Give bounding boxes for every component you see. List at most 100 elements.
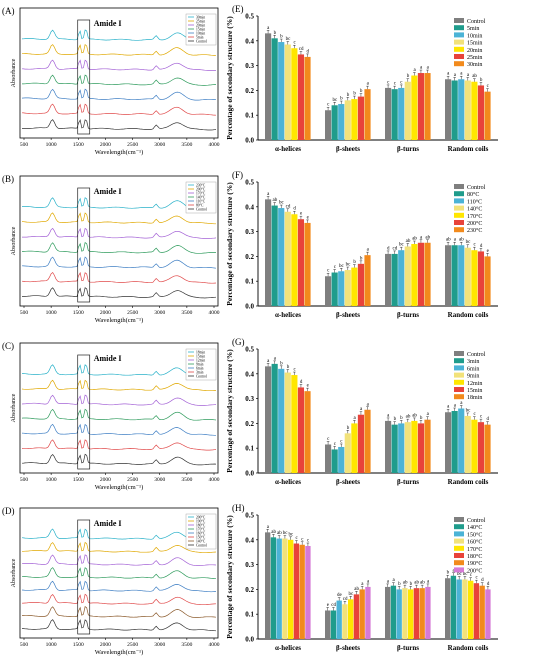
x-tick-label: 1000 (46, 310, 57, 316)
significance-letter: de (337, 593, 343, 598)
legend-swatch (454, 351, 464, 356)
spectrum-line (21, 197, 217, 209)
significance-letter: a (427, 66, 430, 71)
bar (451, 80, 458, 140)
legend-label: 12min (467, 381, 482, 387)
bar (464, 80, 471, 140)
y-tick-label: 0.4 (245, 37, 254, 45)
spectrum-line (22, 541, 217, 554)
bar (417, 242, 425, 306)
legend-label: 170°C (196, 192, 206, 196)
significance-letter: ab (412, 413, 417, 418)
x-tick-label: 3000 (154, 642, 165, 648)
significance-letter: bc (399, 243, 405, 248)
bar (357, 96, 365, 140)
spectrum-line (21, 29, 217, 42)
bar (325, 610, 331, 639)
legend-swatch (454, 517, 464, 522)
legend-label: 140°C (467, 524, 482, 531)
significance-letter: b (347, 426, 350, 431)
legend-label: Control (196, 40, 207, 44)
bar (424, 73, 431, 140)
significance-letter: b (394, 417, 397, 422)
x-tick-label: 2000 (100, 642, 111, 648)
bar (353, 594, 360, 639)
legend-label: Control (467, 518, 486, 524)
significance-letter: b (420, 416, 423, 421)
y-tick-label: 0.5 (245, 346, 254, 354)
significance-letter: ab (271, 530, 276, 535)
bar (284, 44, 291, 140)
legend-label: 3min (467, 359, 479, 365)
bar (293, 543, 300, 639)
x-tick-label: 1000 (46, 477, 57, 483)
spectrum-line (21, 394, 217, 406)
x-tick-label: 3500 (181, 477, 192, 483)
bar (451, 245, 458, 306)
bar-chart-e: (E) 0.0 0.1 0.2 0.3 0.4 0.5 Percentage of secon… (225, 4, 498, 153)
bar (398, 250, 405, 306)
legend-swatch (454, 32, 464, 38)
x-tick-label: 2000 (100, 142, 111, 148)
bar (385, 87, 392, 140)
bar (278, 368, 285, 473)
significance-letter: b (347, 93, 350, 98)
y-axis-label: Absorbance (11, 558, 17, 587)
bar (278, 42, 285, 140)
legend-label: 170°C (467, 546, 482, 553)
significance-letter: b (340, 97, 343, 102)
significance-letter: b (280, 361, 283, 366)
y-tick-label: 0.3 (245, 62, 254, 70)
bar (417, 73, 425, 140)
significance-letter: ab (414, 581, 419, 586)
significance-letter: a (447, 72, 450, 77)
significance-letter: b (400, 416, 403, 421)
significance-letter: c (400, 80, 403, 85)
panel-label: (G) (232, 337, 245, 347)
y-tick-label: 0.0 (245, 636, 254, 644)
legend-label: 80°C (196, 204, 204, 208)
legend-label: 180°C (467, 553, 482, 560)
panel-label: (B) (2, 174, 14, 184)
legend-label: 5min (467, 26, 479, 32)
bar (271, 363, 278, 473)
spectrum-line (21, 103, 217, 116)
bar (468, 580, 474, 639)
legend-swatch (454, 358, 464, 364)
x-tick-label: 4000 (209, 310, 220, 316)
legend-label: 3min (196, 371, 204, 375)
significance-letter: d (293, 207, 296, 212)
significance-letter: b (398, 582, 401, 587)
bar (404, 422, 411, 473)
significance-letter: bc (466, 408, 472, 413)
legend-label: 20min (196, 24, 205, 28)
panel-label: (H) (232, 503, 245, 513)
legend-box (185, 348, 217, 381)
bar (458, 408, 465, 473)
bar (424, 419, 431, 473)
bar (479, 585, 485, 639)
significance-letter: b (353, 260, 356, 265)
bar (348, 599, 354, 639)
significance-letter: cd (392, 246, 397, 251)
x-axis-label: Wavelength(cm⁻¹) (95, 649, 144, 656)
spectrum-line (21, 554, 217, 566)
x-tick-label: 1500 (73, 142, 84, 148)
legend-label: 15min (467, 41, 482, 47)
legend-label: 20min (467, 48, 482, 54)
significance-letter: bc (332, 98, 338, 103)
significance-letter: ab (446, 238, 451, 243)
significance-letter: a (467, 73, 470, 78)
significance-letter: ab (472, 74, 477, 79)
bar (336, 600, 342, 639)
bar (331, 105, 338, 140)
significance-letter: c (480, 415, 483, 420)
legend-label: 150°C (196, 536, 206, 540)
bar (385, 253, 392, 306)
category-label: β-turns (397, 644, 419, 652)
legend-swatch (454, 25, 464, 31)
significance-letter: ab (459, 238, 464, 243)
ftir-panel-b: (B) 500 1000 1500 2000 2500 3000 3500 4000 Wavele… (2, 174, 220, 324)
significance-letter: a (454, 73, 457, 78)
legend-label: 5min (196, 36, 204, 40)
